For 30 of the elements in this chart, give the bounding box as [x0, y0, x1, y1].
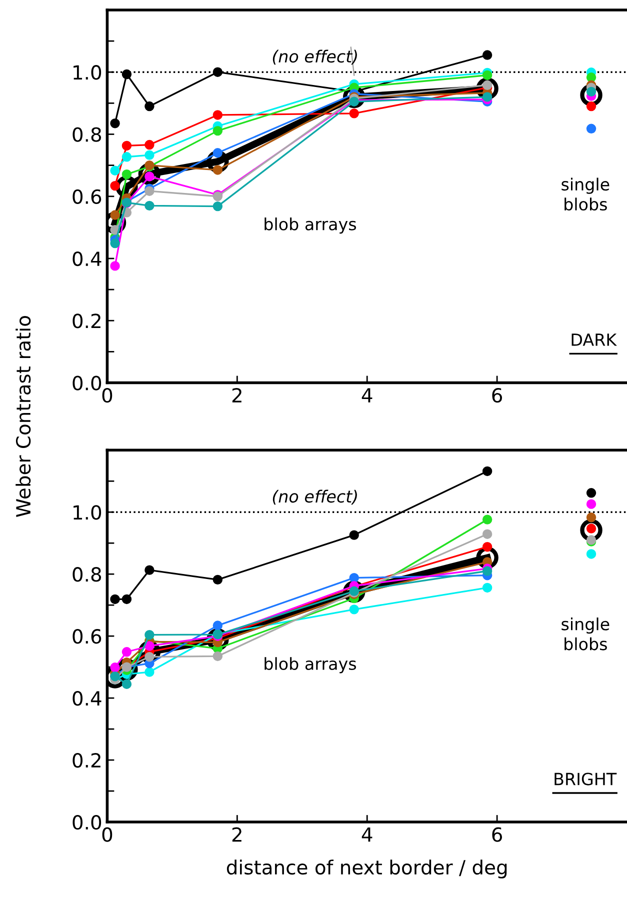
annotation: BRIGHT [554, 772, 617, 786]
annotation: single blobs [562, 617, 610, 650]
x-tick-label: 0 [102, 827, 112, 842]
y-axis-title: Weber Contrast ratio [16, 316, 31, 517]
annotation: single blobs [562, 178, 610, 211]
x-tick-label: 2 [232, 388, 242, 402]
y-tick-label: 0.0 [72, 814, 102, 830]
y-tick-label: 0.4 [72, 251, 102, 266]
ref-line-label: (no effect) [272, 490, 357, 505]
ref-line-label: (no effect) [272, 50, 357, 65]
y-tick-label: 1.0 [74, 505, 102, 520]
x-tick-label: 6 [492, 388, 502, 403]
annotation: blob arrays [264, 218, 356, 234]
x-axis-title: distance of next border / deg [226, 860, 507, 878]
y-tick-label: 0.8 [72, 567, 102, 582]
y-tick-label: 0.2 [72, 314, 100, 328]
y-tick-label: 0.6 [72, 189, 102, 204]
y-tick-label: 0.6 [72, 629, 102, 644]
x-tick-label: 4 [362, 388, 372, 402]
annotation: blob arrays [264, 657, 356, 674]
x-tick-label: 0 [102, 388, 112, 403]
y-tick-label: 0.2 [72, 752, 100, 768]
x-tick-label: 6 [492, 827, 502, 842]
x-tick-label: 2 [232, 827, 242, 842]
y-tick-label: 0.8 [72, 127, 102, 142]
y-tick-label: 1.0 [74, 65, 102, 80]
y-tick-label: 0.0 [72, 376, 102, 390]
annotation: DARK [572, 334, 617, 346]
y-tick-label: 0.4 [72, 691, 102, 706]
x-tick-label: 4 [362, 827, 372, 842]
